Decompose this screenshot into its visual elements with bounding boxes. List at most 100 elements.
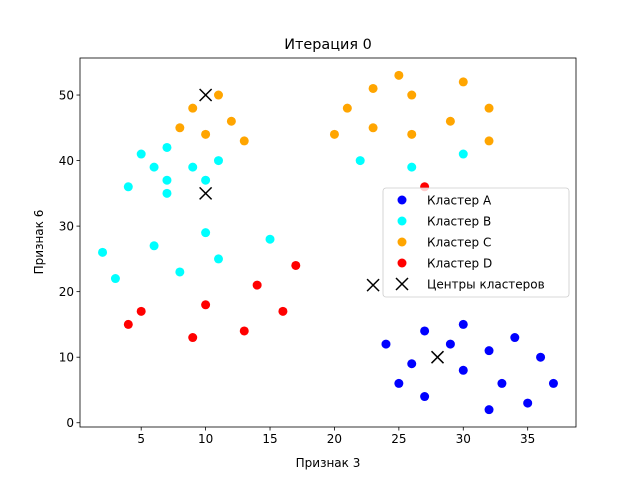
data-point [458,365,468,375]
data-point [149,241,159,251]
data-point [149,162,159,172]
plot-area: 5 10 15 20 25 30 35 0 10 20 30 40 50 [59,57,577,446]
y-axis-label: Признак 6 [32,210,46,275]
data-point [265,234,275,244]
data-point [278,306,288,316]
data-point [342,103,352,113]
data-point [381,339,391,349]
data-point [394,70,404,80]
series-3 [123,182,430,343]
x-axis-label: Признак 3 [296,456,361,470]
data-point [523,398,533,408]
centroid-marker [199,186,213,200]
legend-marker [397,216,407,226]
data-point [123,319,133,329]
series-0 [381,319,558,415]
legend-item: Кластер A [397,193,492,207]
data-point [497,378,507,388]
series-4 [199,88,445,364]
legend-item: Кластер C [397,235,491,249]
data-point [201,175,211,185]
centroid-marker [199,88,213,102]
centroid-marker [366,278,380,292]
legend-label: Кластер B [427,214,491,228]
legend-label: Кластер A [427,193,492,207]
legend-item: Центры кластеров [395,277,545,291]
legend-marker [397,195,407,205]
y-tick-label: 40 [59,154,74,168]
data-point [458,319,468,329]
y-tick-label: 30 [59,219,74,233]
data-point [123,182,133,192]
data-point [162,142,172,152]
data-point [201,300,211,310]
data-point [355,156,365,166]
legend-label: Кластер C [427,235,491,249]
y-tick-label: 10 [59,350,74,364]
data-point [239,136,249,146]
data-point [213,156,223,166]
data-point [407,359,417,369]
axes-frame [79,57,577,428]
chart-title: Итерация 0 [284,37,372,53]
y-tick-label: 0 [66,416,74,430]
data-point [458,149,468,159]
data-point [188,162,198,172]
legend-marker [397,258,407,268]
data-point [368,83,378,93]
data-point [213,90,223,100]
data-point [162,188,172,198]
data-point [239,326,249,336]
data-point [394,378,404,388]
legend-label: Кластер D [427,256,492,270]
data-point [226,116,236,126]
data-point [201,129,211,139]
x-tick-label: 25 [391,432,406,446]
data-point [175,123,185,133]
data-point [136,149,146,159]
data-point [213,254,223,264]
data-point [188,103,198,113]
data-point [136,306,146,316]
legend-item: Кластер B [397,214,491,228]
data-point [329,129,339,139]
x-tick-label: 35 [520,432,535,446]
data-point [110,274,120,284]
y-tick-label: 50 [59,88,74,102]
data-point [445,339,455,349]
legend-item: Кластер D [397,256,492,270]
x-tick-label: 5 [137,432,145,446]
data-point [175,267,185,277]
data-point [201,228,211,238]
data-point [420,326,430,336]
x-tick-label: 15 [262,432,277,446]
series-1 [98,142,468,284]
data-point [291,260,301,270]
x-tick-label: 30 [456,432,471,446]
data-point [510,333,520,343]
data-point [98,247,108,257]
legend-marker [395,277,409,291]
data-point [536,352,546,362]
data-point [484,405,494,415]
data-point [252,280,262,290]
centroid-marker [430,350,445,364]
data-point [407,129,417,139]
data-point [484,103,494,113]
data-point [420,392,430,402]
data-point [548,378,558,388]
legend-box [382,187,570,298]
legend-label: Центры кластеров [427,277,545,291]
data-point [368,123,378,133]
data-point [445,116,455,126]
series-2 [175,70,494,146]
y-tick-label: 20 [59,285,74,299]
data-point [407,90,417,100]
data-point [188,333,198,343]
data-point [162,175,172,185]
legend: Кластер A Кластер B Кластер C Кластер D Цент… [382,187,570,298]
data-point [484,346,494,356]
data-point [407,162,417,172]
